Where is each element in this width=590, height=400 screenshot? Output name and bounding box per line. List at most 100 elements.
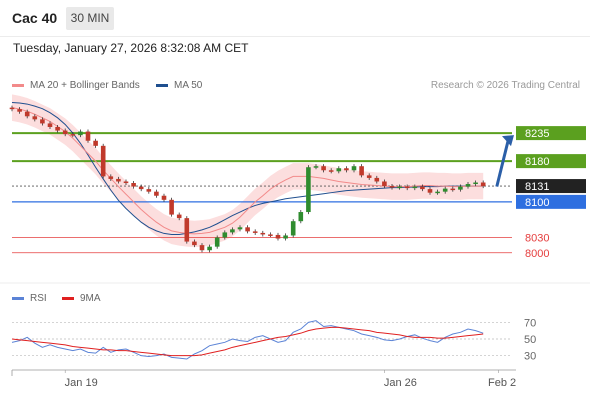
instrument-title: Cac 40 — [12, 10, 58, 26]
candle-body — [465, 184, 471, 187]
candle-body — [78, 131, 83, 136]
candle-body — [404, 186, 410, 189]
candle-body — [70, 134, 76, 136]
candle-body — [55, 126, 60, 131]
candle-body — [336, 168, 342, 172]
candle-body — [275, 234, 281, 239]
level-badge-8235 — [516, 126, 586, 141]
candle-body — [351, 166, 357, 171]
9ma-swatch — [62, 296, 74, 300]
candle-body — [359, 166, 364, 176]
candle-body — [237, 227, 243, 230]
candle-body — [184, 218, 190, 242]
forecast-arrow-head — [502, 135, 514, 147]
legend-9ma: 9MA — [62, 293, 101, 304]
candle-body — [366, 175, 372, 178]
legend-rsi-label: RSI — [30, 293, 47, 304]
candle-body — [230, 229, 235, 233]
ma20-swatch — [12, 83, 24, 87]
legend-rsi: RSI — [12, 293, 47, 304]
ma50-line — [11, 102, 484, 235]
candle-body — [199, 245, 205, 251]
candle-body — [138, 186, 144, 190]
candle-body — [328, 170, 334, 172]
candle-body — [93, 140, 98, 146]
candle-body — [131, 183, 136, 187]
candle-body — [344, 168, 349, 171]
candle-body — [161, 195, 167, 200]
rsi-line — [11, 320, 484, 360]
rsi-tick-70: 70 — [524, 317, 536, 329]
level-label-8235: 8235 — [525, 128, 549, 140]
candle-body — [252, 231, 258, 233]
candle-body — [169, 199, 174, 215]
bollinger-band — [12, 94, 484, 248]
candle-body — [154, 191, 159, 196]
level-label-8030: 8030 — [525, 233, 549, 245]
candle-body — [40, 119, 45, 124]
level-label-8100: 8100 — [525, 197, 549, 209]
candle-body — [382, 181, 387, 187]
timestamp: Tuesday, January 27, 2026 8:32:08 AM CET — [13, 41, 249, 55]
legend-9ma-label: 9MA — [80, 293, 101, 304]
candle-body — [290, 221, 296, 236]
level-label-8131: 8131 — [525, 181, 549, 193]
candle-body — [245, 227, 250, 232]
candle-body — [321, 166, 326, 171]
x-tick-label: Jan 19 — [65, 377, 98, 389]
rsi-tick-50: 50 — [524, 334, 536, 346]
legend-ma20: MA 20 + Bollinger Bands — [12, 80, 140, 91]
candle-body — [374, 177, 380, 182]
chart-header: Cac 40 30 MIN — [0, 0, 590, 37]
rsi-ma-line — [11, 326, 484, 357]
candle-body — [123, 181, 129, 184]
ma50-swatch — [156, 83, 168, 87]
level-badge-8100 — [516, 194, 586, 209]
legend-ma50-label: MA 50 — [174, 80, 203, 91]
candle-body — [397, 186, 402, 189]
candle-body — [260, 232, 266, 235]
rsi-tick-30: 30 — [524, 351, 536, 363]
level-badge-8180 — [516, 154, 586, 169]
candle-body — [480, 182, 486, 187]
candle-body — [9, 107, 15, 110]
candle-body — [389, 186, 395, 188]
forecast-arrow-shaft — [495, 140, 510, 187]
candle-body — [427, 189, 433, 193]
candle-body — [62, 130, 68, 135]
candle-body — [268, 234, 273, 236]
ma20-line — [11, 107, 484, 235]
candle-body — [313, 166, 319, 168]
candle-body — [32, 116, 38, 120]
candle-body — [298, 212, 304, 222]
candle-body — [100, 145, 106, 177]
x-tick-label: Jan 26 — [384, 377, 417, 389]
candle-body — [450, 188, 456, 191]
candle-body — [85, 131, 91, 141]
candle-body — [17, 109, 22, 112]
level-label-8000: 8000 — [525, 248, 549, 260]
candle-body — [214, 237, 220, 247]
candle-body — [146, 189, 152, 192]
level-label-8180: 8180 — [525, 156, 549, 168]
candle-body — [420, 186, 425, 190]
candle-body — [176, 214, 182, 219]
candle-body — [442, 188, 448, 192]
candle-body — [207, 246, 212, 251]
candle-body — [306, 167, 311, 213]
candle-body — [116, 178, 121, 182]
candle-body — [473, 182, 478, 185]
x-tick-label: Feb 2 — [488, 377, 516, 389]
rsi-swatch — [12, 296, 24, 300]
candle-body — [458, 186, 463, 190]
credit-text: Research © 2026 Trading Central — [430, 80, 580, 91]
candle-body — [412, 186, 418, 189]
candle-body — [24, 111, 30, 117]
legend-ma50: MA 50 — [156, 80, 202, 91]
candle-body — [435, 191, 440, 194]
candle-body — [47, 123, 53, 127]
candle-body — [222, 232, 228, 238]
candle-body — [192, 241, 197, 246]
interval-button[interactable]: 30 MIN — [66, 7, 114, 30]
